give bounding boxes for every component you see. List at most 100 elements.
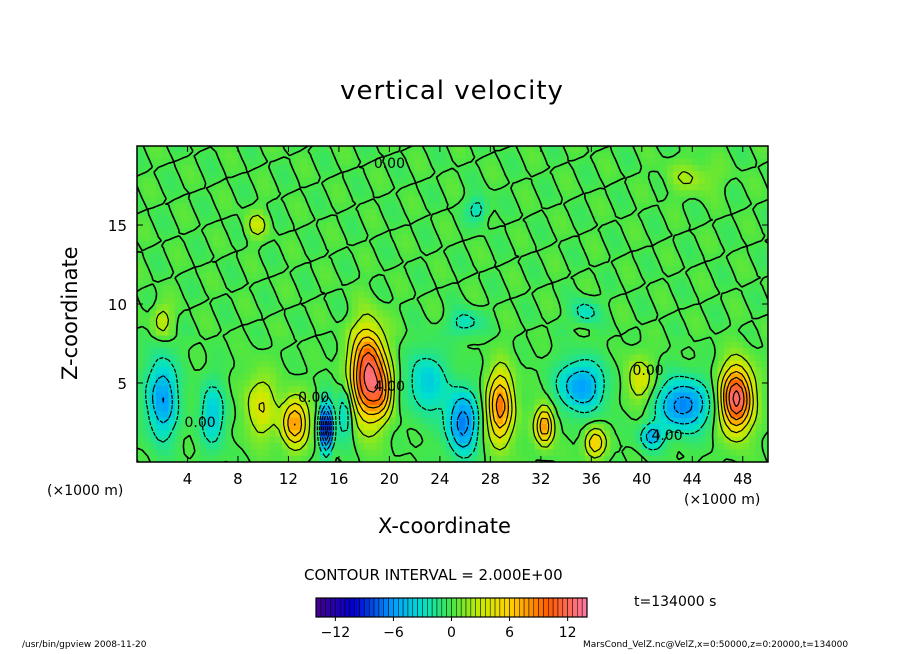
heatmap-cell bbox=[193, 360, 201, 368]
heatmap-cell bbox=[490, 373, 498, 381]
heatmap-cell bbox=[603, 436, 611, 444]
heatmap-cell bbox=[736, 322, 744, 330]
heatmap-cell bbox=[427, 329, 435, 337]
heatmap-cell bbox=[357, 272, 365, 280]
heatmap-cell bbox=[313, 240, 321, 248]
heatmap-cell bbox=[225, 190, 233, 198]
heatmap-cell bbox=[256, 272, 264, 280]
heatmap-cell bbox=[654, 266, 662, 273]
heatmap-cell bbox=[685, 436, 693, 444]
heatmap-cell bbox=[730, 152, 738, 160]
heatmap-cell bbox=[439, 322, 447, 330]
heatmap-cell bbox=[717, 177, 725, 185]
heatmap-cell bbox=[477, 215, 485, 223]
heatmap-cell bbox=[351, 272, 359, 280]
heatmap-cell bbox=[256, 424, 264, 431]
heatmap-cell bbox=[282, 443, 290, 450]
heatmap-cell bbox=[521, 386, 529, 394]
heatmap-cell bbox=[572, 430, 580, 438]
heatmap-cell bbox=[439, 405, 447, 413]
heatmap-cell bbox=[395, 316, 403, 324]
heatmap-cell bbox=[439, 430, 447, 438]
heatmap-cell bbox=[521, 405, 529, 413]
heatmap-cell bbox=[603, 335, 611, 343]
heatmap-cell bbox=[597, 348, 605, 356]
heatmap-cell bbox=[307, 392, 315, 400]
heatmap-cell bbox=[225, 228, 233, 236]
heatmap-cell bbox=[610, 259, 618, 267]
heatmap-cell bbox=[168, 240, 176, 248]
heatmap-cell bbox=[143, 373, 151, 381]
heatmap-cell bbox=[269, 278, 277, 286]
heatmap-cell bbox=[376, 304, 384, 311]
heatmap-cell bbox=[635, 228, 643, 236]
heatmap-cell bbox=[250, 228, 258, 236]
heatmap-cell bbox=[200, 411, 208, 419]
heatmap-cell bbox=[402, 360, 409, 368]
heatmap-cell bbox=[282, 240, 290, 248]
heatmap-cell bbox=[326, 240, 334, 248]
heatmap-cell bbox=[521, 379, 529, 387]
heatmap-cell bbox=[749, 373, 756, 381]
heatmap-cell bbox=[149, 272, 157, 280]
heatmap-cell bbox=[357, 234, 365, 242]
heatmap-cell bbox=[420, 240, 428, 248]
heatmap-cell bbox=[174, 436, 182, 444]
heatmap-cell bbox=[162, 285, 170, 292]
heatmap-cell bbox=[490, 417, 498, 425]
heatmap-cell bbox=[471, 405, 479, 413]
heatmap-cell bbox=[206, 341, 214, 349]
heatmap-cell bbox=[376, 177, 384, 185]
heatmap-cell bbox=[723, 202, 731, 210]
heatmap-cell bbox=[597, 405, 605, 413]
heatmap-cell bbox=[484, 449, 491, 457]
heatmap-cell bbox=[282, 316, 290, 324]
heatmap-cell bbox=[288, 228, 296, 236]
heatmap-cell bbox=[667, 354, 674, 362]
heatmap-cell bbox=[364, 190, 372, 198]
heatmap-cell bbox=[351, 367, 359, 375]
heatmap-cell bbox=[509, 247, 517, 255]
heatmap-cell bbox=[717, 221, 725, 229]
heatmap-cell bbox=[402, 367, 409, 375]
heatmap-cell bbox=[193, 266, 201, 273]
heatmap-cell bbox=[332, 152, 340, 160]
heatmap-cell bbox=[307, 183, 315, 191]
heatmap-cell bbox=[168, 367, 176, 375]
heatmap-cell bbox=[301, 449, 308, 457]
heatmap-cell bbox=[402, 259, 409, 267]
heatmap-cell bbox=[408, 367, 416, 375]
heatmap-cell bbox=[591, 373, 599, 381]
heatmap-cell bbox=[704, 360, 712, 368]
heatmap-cell bbox=[452, 335, 460, 343]
heatmap-cell bbox=[446, 360, 454, 368]
heatmap-cell bbox=[566, 215, 573, 223]
heatmap-cell bbox=[502, 266, 510, 273]
heatmap-cell bbox=[275, 329, 283, 337]
heatmap-cell bbox=[553, 285, 561, 292]
heatmap-cell bbox=[395, 171, 403, 179]
heatmap-cell bbox=[572, 183, 580, 191]
heatmap-cell bbox=[237, 373, 245, 381]
heatmap-cell bbox=[502, 449, 510, 457]
heatmap-cell bbox=[458, 449, 466, 457]
heatmap-cell bbox=[364, 209, 372, 217]
heatmap-cell bbox=[502, 411, 510, 419]
heatmap-cell bbox=[591, 190, 599, 198]
heatmap-cell bbox=[654, 209, 662, 217]
heatmap-cell bbox=[307, 164, 315, 172]
heatmap-cell bbox=[288, 297, 296, 305]
heatmap-cell bbox=[572, 234, 580, 242]
heatmap-cell bbox=[250, 146, 258, 153]
heatmap-cell bbox=[345, 310, 353, 318]
heatmap-cell bbox=[528, 152, 536, 160]
heatmap-cell bbox=[667, 234, 674, 242]
heatmap-cell bbox=[275, 417, 283, 425]
heatmap-cell bbox=[566, 405, 573, 413]
heatmap-cell bbox=[256, 360, 264, 368]
heatmap-cell bbox=[332, 322, 340, 330]
heatmap-cell bbox=[288, 316, 296, 324]
heatmap-cell bbox=[654, 247, 662, 255]
heatmap-cell bbox=[704, 405, 712, 413]
heatmap-cell bbox=[244, 215, 252, 223]
